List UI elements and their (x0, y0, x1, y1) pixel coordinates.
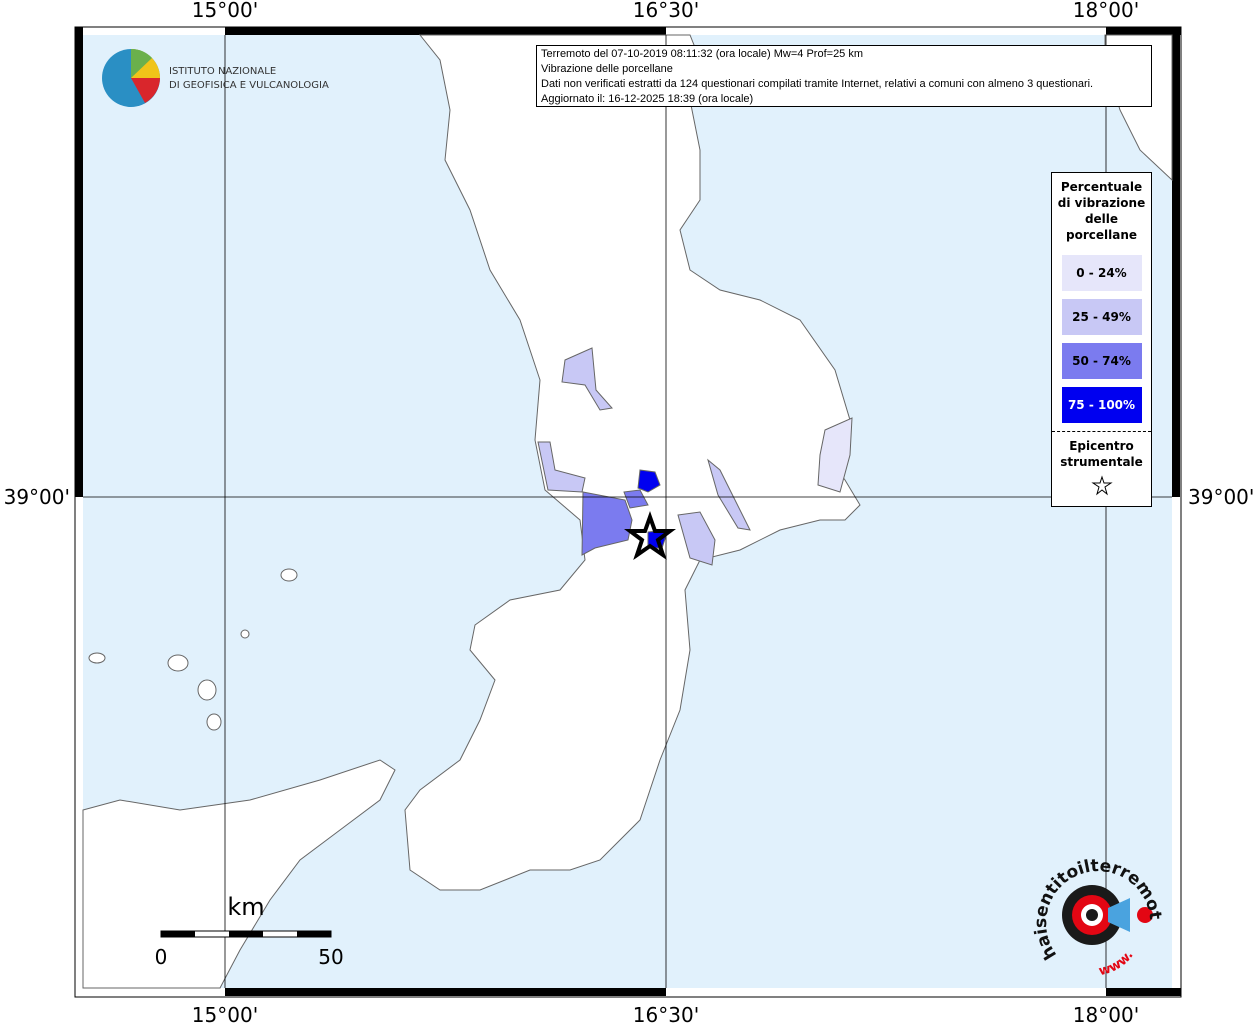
felt-areas (537, 347, 853, 566)
frame-bar (1106, 27, 1181, 35)
lat-label: 39°00' (4, 485, 70, 509)
legend-class: 0 - 24% (1061, 255, 1142, 291)
lon-label: 16°30' (633, 1003, 699, 1024)
legend-class: 25 - 49% (1061, 299, 1142, 335)
felt-area (561, 347, 613, 411)
ingv-text: DI GEOFISICA E VULCANOLOGIA (169, 80, 329, 91)
lon-label: 18°00' (1073, 0, 1139, 22)
legend-epicenter: Epicentro strumentale (1052, 431, 1151, 470)
legend: Percentuale di vibrazione delle porcella… (1051, 172, 1152, 507)
info-box: Terremoto del 07-10-2019 08:11:32 (ora l… (536, 45, 1152, 107)
epicenter-star (624, 511, 676, 561)
graticule (83, 35, 1172, 988)
land (82, 34, 1173, 989)
frame-bar (225, 27, 666, 35)
scale-label: 50 (318, 945, 343, 969)
felt-area (817, 417, 853, 493)
lon-label: 15°00' (192, 0, 258, 22)
felt-area (537, 441, 586, 493)
info-line: Dati non verificati estratti da 124 ques… (541, 78, 1094, 90)
frame-bar (1106, 988, 1181, 996)
legend-star (1090, 475, 1113, 496)
lon-label: 18°00' (1073, 1003, 1139, 1024)
felt-area (637, 469, 661, 493)
felt-area (623, 489, 649, 509)
felt-area (677, 511, 716, 566)
frame-bar (225, 988, 666, 996)
scale-bar: km 0 50 (155, 893, 344, 969)
felt-area (707, 458, 751, 531)
lat-label: 39°00' (1188, 485, 1254, 509)
ingv-logo: ISTITUTO NAZIONALE DI GEOFISICA E VULCAN… (102, 49, 329, 107)
lon-label: 16°30' (633, 0, 699, 22)
frame-bar (75, 27, 83, 497)
scale-label: 0 (155, 945, 168, 969)
info-line: Terremoto del 07-10-2019 08:11:32 (ora l… (541, 48, 864, 60)
legend-class: 75 - 100% (1061, 387, 1142, 423)
legend-class: 50 - 74% (1061, 343, 1142, 379)
scale-unit: km (227, 893, 264, 921)
legend-title: Percentuale di vibrazione delle porcella… (1057, 180, 1146, 242)
ingv-text: ISTITUTO NAZIONALE (169, 66, 276, 77)
frame-bar (1172, 27, 1180, 497)
info-line: Aggiornato il: 16-12-2025 18:39 (ora loc… (541, 93, 754, 105)
felt-area (581, 491, 633, 556)
legend-classes: 0 - 24% 25 - 49% 50 - 74% 75 - 100% (1052, 255, 1151, 423)
lon-label: 15°00' (192, 1003, 258, 1024)
info-line: Vibrazione delle porcellane (541, 63, 673, 75)
